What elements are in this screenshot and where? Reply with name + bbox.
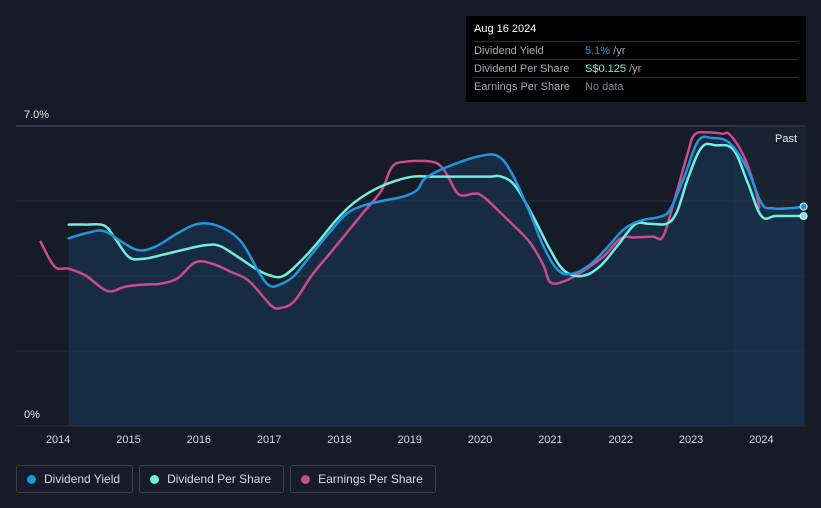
legend-label: Dividend Yield [44,472,121,486]
legend-dot-icon [301,474,311,484]
legend-label: Earnings Per Share [318,472,423,486]
x-tick-label: 2018 [327,434,351,446]
series-layer [39,130,808,310]
dividend-per-share-end-marker [799,212,808,220]
x-tick-label: 2022 [609,434,633,446]
x-tick-label: 2017 [257,434,281,446]
tooltip-value: 5.1% /yr [585,44,626,57]
tooltip-value: No data [585,80,624,93]
dividend-yield-area [68,136,804,426]
y-axis-min-label: 0% [24,409,40,421]
tooltip-row-dividend-yield: Dividend Yield 5.1% /yr [474,41,798,59]
earnings-per-share-line [39,130,761,310]
tooltip-value: S$0.125 /yr [585,62,642,75]
x-tick-label: 2024 [749,434,773,446]
x-tick-label: 2016 [187,434,211,446]
legend-dividend-yield[interactable]: Dividend Yield [16,465,134,493]
x-tick-label: 2023 [679,434,703,446]
x-axis-ticks: 2014 2015 2016 2017 2018 2019 2020 2021 2022 2023… [46,434,774,446]
past-label: Past [775,133,797,145]
tooltip-label: Earnings Per Share [474,80,570,93]
tooltip: Aug 16 2024 Dividend Yield 5.1% /yr Divi… [466,16,806,102]
dividend-yield-end-marker [799,202,808,211]
tooltip-row-dividend-per-share: Dividend Per Share S$0.125 /yr [474,59,798,77]
x-tick-label: 2020 [468,434,492,446]
x-tick-label: 2014 [46,434,70,446]
legend-dot-icon [27,474,36,484]
x-tick-label: 2015 [116,434,140,446]
legend: Dividend Yield Dividend Per Share Earnin… [16,465,436,493]
dividend-yield-line [67,135,805,288]
x-tick-label: 2019 [398,434,422,446]
legend-dot-icon [150,474,160,484]
tooltip-label: Dividend Per Share [474,62,570,75]
x-tick-label: 2021 [538,434,562,446]
tooltip-date: Aug 16 2024 [474,23,537,35]
legend-label: Dividend Per Share [167,472,272,486]
tooltip-row-earnings-per-share: Earnings Per Share No data [474,77,798,95]
y-axis-max-label: 7.0% [24,109,49,121]
legend-earnings-per-share[interactable]: Earnings Per Share [290,465,436,493]
legend-dividend-per-share[interactable]: Dividend Per Share [139,465,285,493]
tooltip-label: Dividend Yield [474,44,544,57]
dividend-per-share-line [67,142,805,279]
